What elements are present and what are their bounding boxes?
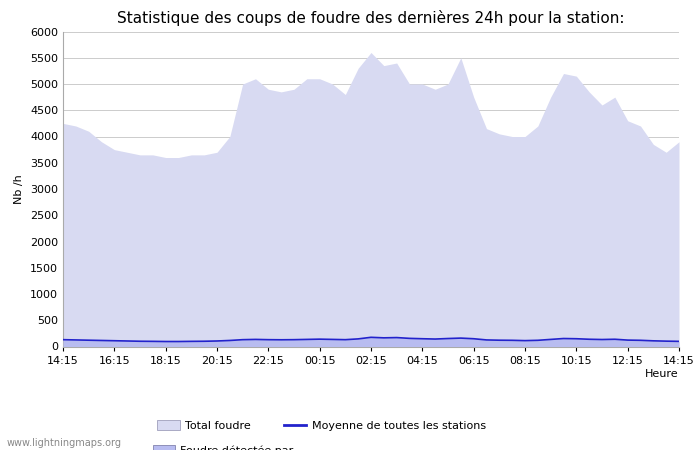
- Title: Statistique des coups de foudre des dernières 24h pour la station:: Statistique des coups de foudre des dern…: [118, 10, 624, 26]
- Text: www.lightningmaps.org: www.lightningmaps.org: [7, 438, 122, 448]
- Text: Heure: Heure: [645, 369, 679, 378]
- Legend: Foudre détectée par: Foudre détectée par: [148, 441, 298, 450]
- Y-axis label: Nb /h: Nb /h: [15, 174, 24, 204]
